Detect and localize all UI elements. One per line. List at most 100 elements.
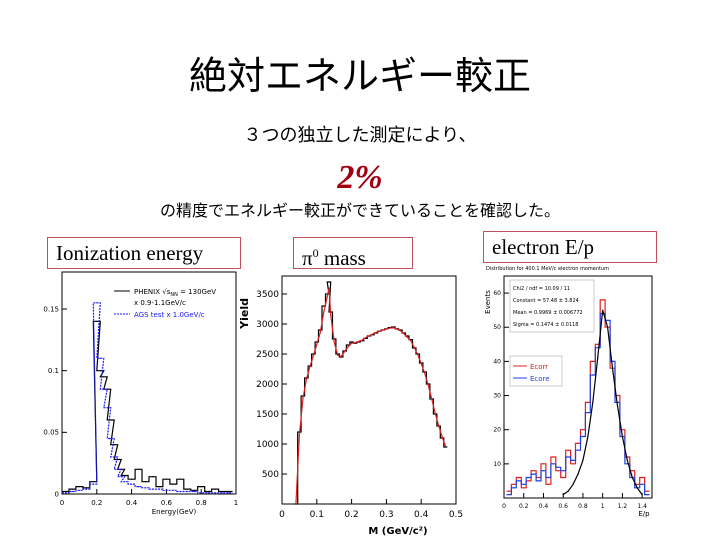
x-tick-label: 1.4 xyxy=(637,503,647,510)
y-tick-label: 40 xyxy=(493,358,501,365)
data-point xyxy=(319,331,321,333)
data-point xyxy=(533,473,535,475)
data-point xyxy=(537,480,540,482)
x-tick-label: 1.2 xyxy=(618,503,628,510)
data-point xyxy=(577,449,579,451)
data-point xyxy=(172,483,174,485)
data-point xyxy=(597,357,599,359)
data-point xyxy=(221,492,223,494)
data-point xyxy=(399,330,401,332)
data-point xyxy=(413,346,415,348)
x-tick-label: 0.6 xyxy=(161,499,173,507)
data-point xyxy=(328,287,330,289)
data-point xyxy=(396,328,398,330)
y-tick-label: 3000 xyxy=(256,320,279,330)
data-point xyxy=(641,483,643,485)
y-tick-label: 20 xyxy=(493,427,501,434)
data-point xyxy=(424,372,426,374)
data-point xyxy=(382,329,384,331)
data-point xyxy=(616,394,619,397)
data-point xyxy=(151,488,154,490)
data-point xyxy=(200,486,202,488)
data-point xyxy=(144,481,147,483)
data-point xyxy=(103,388,105,390)
data-point xyxy=(557,466,559,468)
data-point xyxy=(567,449,569,451)
x-axis-label: E/p xyxy=(638,510,650,518)
data-point xyxy=(547,483,549,485)
data-point xyxy=(597,347,599,349)
pi0-mass-label: π0 mass xyxy=(293,237,413,270)
plot-frame xyxy=(281,275,457,505)
data-point xyxy=(518,480,520,482)
data-point xyxy=(562,494,564,496)
legend-label: AGS test x 1.0GeV/c xyxy=(134,311,205,319)
data-point xyxy=(71,490,73,493)
x-axis-label: Energy(GeV) xyxy=(152,508,197,516)
data-point xyxy=(144,487,147,489)
slide-title: 絶対エネルギー較正 xyxy=(188,54,531,98)
data-point xyxy=(616,405,619,407)
data-point xyxy=(557,470,559,472)
data-point xyxy=(621,435,623,438)
x-tick-label: 0.3 xyxy=(379,510,393,520)
data-point xyxy=(562,470,564,472)
data-point xyxy=(572,483,574,485)
stat-line: Mean = 0.9969 ± 0.006772 xyxy=(513,310,583,316)
data-point xyxy=(214,492,216,494)
x-tick-label: 1 xyxy=(601,503,605,510)
data-point xyxy=(326,296,328,298)
chart-title: Distribution for 400.1 MeV/c electron mo… xyxy=(486,266,609,272)
data-point xyxy=(572,459,574,461)
x-tick-label: 0.4 xyxy=(126,499,138,507)
data-point xyxy=(113,456,115,458)
x-tick-label: 0.4 xyxy=(414,510,429,520)
data-point xyxy=(403,333,405,335)
data-point xyxy=(602,299,604,301)
data-point xyxy=(302,398,304,400)
data-point xyxy=(552,463,554,465)
y-tick-label: 0.1 xyxy=(48,367,59,375)
data-point xyxy=(513,487,515,489)
data-point xyxy=(179,478,181,480)
data-point xyxy=(587,412,589,414)
data-point xyxy=(641,476,643,479)
data-point xyxy=(78,486,80,488)
legend-label: x 0.9-1.1GeV/c xyxy=(134,299,186,307)
data-point xyxy=(406,336,408,338)
data-point xyxy=(513,483,515,485)
data-point xyxy=(577,442,579,444)
data-point xyxy=(124,474,126,477)
data-point xyxy=(221,490,223,493)
data-point xyxy=(358,340,360,342)
data-point xyxy=(138,468,140,470)
data-point xyxy=(410,340,412,342)
precision-value: 2% xyxy=(337,159,383,196)
y-tick-label: 1000 xyxy=(256,440,279,450)
x-tick-label: 0.8 xyxy=(578,503,588,510)
data-point xyxy=(597,343,599,345)
data-point xyxy=(340,355,342,357)
data-point xyxy=(607,319,609,321)
data-point xyxy=(587,435,589,438)
data-point xyxy=(371,333,374,335)
data-point xyxy=(96,302,98,304)
y-tick-label: 1500 xyxy=(256,410,279,420)
data-point xyxy=(438,424,440,426)
data-point xyxy=(179,490,181,493)
fit-stats-box: Chi2 / ndf = 10.09 / 11 Constant = 57.48… xyxy=(509,279,595,333)
electron-ep-panel: Distribution for 400.1 MeV/c electron mo… xyxy=(482,262,658,520)
data-point xyxy=(547,476,549,479)
data-point xyxy=(172,489,174,491)
y-tick-label: 60 xyxy=(493,290,501,297)
stat-line: Sigma = 0.1474 ± 0.0118 xyxy=(513,322,578,328)
x-tick-label: 0.5 xyxy=(449,510,463,520)
data-point xyxy=(344,351,346,353)
x-tick-label: 0 xyxy=(502,503,506,510)
data-point xyxy=(193,490,195,493)
data-point xyxy=(523,483,525,485)
data-point xyxy=(552,456,554,458)
data-point xyxy=(582,435,584,438)
data-point xyxy=(92,481,94,483)
y-axis-label: Events xyxy=(484,290,492,314)
